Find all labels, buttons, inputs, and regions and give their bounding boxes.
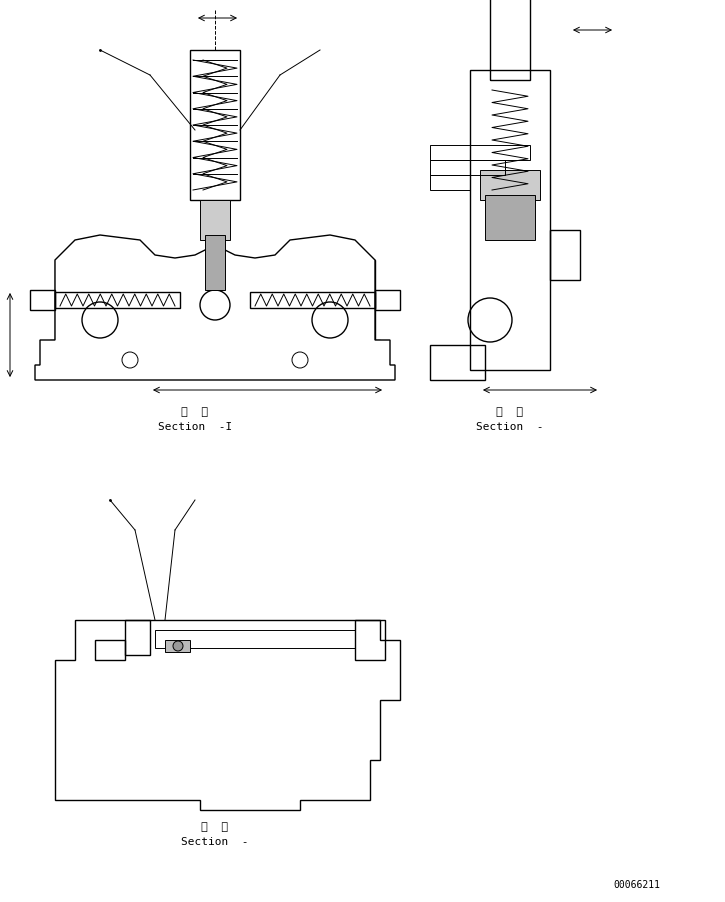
Bar: [490, 0, 530, 80]
Text: 断  面: 断 面: [181, 407, 209, 417]
Bar: [430, 345, 485, 380]
Bar: [55, 260, 375, 370]
Bar: [430, 160, 505, 175]
PathPatch shape: [55, 620, 400, 810]
Bar: [190, 50, 240, 200]
Bar: [95, 640, 125, 660]
Text: Section  -: Section -: [476, 422, 544, 432]
Bar: [470, 70, 550, 370]
Bar: [165, 640, 190, 652]
Bar: [200, 200, 230, 240]
Bar: [550, 230, 580, 280]
Bar: [375, 290, 400, 310]
Bar: [55, 292, 180, 308]
Bar: [30, 290, 55, 310]
Bar: [50, 340, 380, 370]
Bar: [430, 145, 530, 160]
PathPatch shape: [35, 235, 395, 380]
Bar: [485, 195, 535, 240]
Circle shape: [173, 641, 183, 651]
Bar: [155, 630, 355, 648]
Bar: [250, 292, 375, 308]
Text: 断  面: 断 面: [202, 822, 228, 832]
Text: Section  -: Section -: [181, 837, 249, 847]
Bar: [125, 620, 150, 655]
Bar: [205, 235, 225, 290]
Bar: [480, 170, 540, 200]
Text: 00066211: 00066211: [613, 880, 660, 890]
Bar: [355, 620, 385, 660]
Text: Section  -I: Section -I: [158, 422, 232, 432]
Text: 断  面: 断 面: [497, 407, 523, 417]
Bar: [430, 175, 470, 190]
